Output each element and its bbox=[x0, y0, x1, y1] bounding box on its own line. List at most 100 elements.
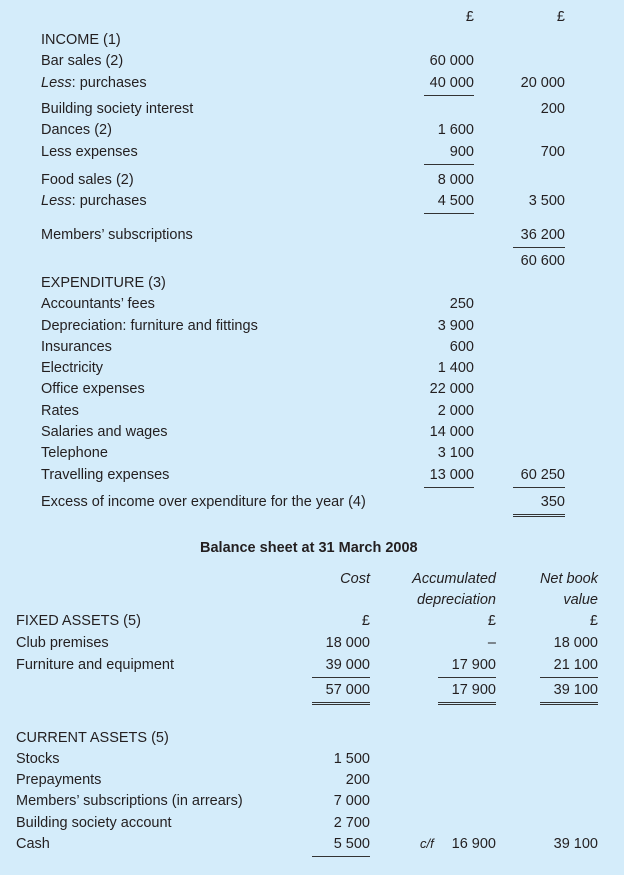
amount: 17 900 bbox=[438, 656, 496, 678]
column-header: value bbox=[563, 592, 598, 608]
amount: £ bbox=[487, 613, 496, 629]
currency-header: £ bbox=[465, 9, 474, 25]
row-label: Dances (2) bbox=[41, 121, 112, 139]
row-label: Electricity bbox=[41, 359, 103, 377]
amount: 900 bbox=[424, 143, 474, 165]
label-text: Electricity bbox=[41, 360, 104, 376]
amount: 40 000 bbox=[424, 74, 474, 96]
label-prefix: Less bbox=[41, 193, 72, 209]
label-text: Building society interest bbox=[41, 101, 194, 117]
label-text: Accountants’ fees bbox=[41, 296, 155, 312]
amount: 13 000 bbox=[424, 466, 474, 488]
label-text: : purchases bbox=[71, 193, 147, 209]
row-label: Bar sales (2) bbox=[41, 52, 123, 70]
row-label: Travelling expenses bbox=[41, 466, 169, 484]
amount: 18 000 bbox=[553, 635, 598, 651]
amount: 18 000 bbox=[325, 635, 370, 651]
row-label: Depreciation: furniture and fittings bbox=[41, 317, 258, 335]
amount: £ bbox=[589, 613, 598, 629]
label-text: Travelling expenses bbox=[41, 467, 170, 483]
label-text: Rates bbox=[41, 403, 79, 419]
row-label: Prepayments bbox=[16, 772, 102, 788]
amount: 21 100 bbox=[540, 656, 598, 678]
column-header: depreciation bbox=[417, 592, 496, 608]
carried-forward-label: c/f bbox=[420, 836, 434, 851]
label-text: INCOME (1) bbox=[41, 32, 121, 48]
row-label: Cash bbox=[16, 836, 50, 852]
amount: 60 250 bbox=[513, 466, 565, 488]
label-text: EXPENDITURE (3) bbox=[41, 275, 166, 291]
amount: 17 900 bbox=[438, 681, 496, 705]
row-label: Insurances bbox=[41, 338, 112, 356]
amount: 600 bbox=[449, 339, 474, 355]
amount: 7 000 bbox=[333, 793, 370, 809]
row-label: Members’ subscriptions (in arrears) bbox=[16, 793, 243, 809]
amount: 4 500 bbox=[424, 192, 474, 214]
row-label: Less: purchases bbox=[41, 74, 147, 92]
amount: 22 000 bbox=[429, 381, 474, 397]
amount: 200 bbox=[345, 772, 370, 788]
row-label: Food sales (2) bbox=[41, 171, 134, 189]
amount: 3 900 bbox=[437, 318, 474, 334]
amount: 3 500 bbox=[528, 193, 565, 209]
row-label: Members’ subscriptions bbox=[41, 226, 193, 244]
row-label: Salaries and wages bbox=[41, 423, 168, 441]
label-text: Food sales (2) bbox=[41, 172, 134, 188]
amount: – bbox=[487, 635, 496, 651]
row-label: CURRENT ASSETS (5) bbox=[16, 730, 169, 746]
label-text: Depreciation: furniture and fittings bbox=[41, 318, 258, 334]
amount: 2 700 bbox=[333, 815, 370, 831]
amount: 8 000 bbox=[437, 172, 474, 188]
label-text: Salaries and wages bbox=[41, 424, 168, 440]
row-label: FIXED ASSETS (5) bbox=[16, 613, 141, 629]
amount: 16 900 bbox=[451, 836, 496, 852]
row-label: Excess of income over expenditure for th… bbox=[41, 493, 366, 511]
amount: 2 000 bbox=[437, 403, 474, 419]
amount: 200 bbox=[540, 101, 565, 117]
amount: 60 600 bbox=[520, 253, 565, 269]
amount: 250 bbox=[449, 296, 474, 312]
amount: 57 000 bbox=[312, 681, 370, 705]
amount: 700 bbox=[540, 144, 565, 160]
row-label: Rates bbox=[41, 402, 79, 420]
label-text: : purchases bbox=[71, 75, 147, 91]
amount: 350 bbox=[513, 493, 565, 517]
amount: 14 000 bbox=[429, 424, 474, 440]
amount: 36 200 bbox=[513, 226, 565, 248]
row-label: Building society interest bbox=[41, 100, 193, 118]
column-header: Cost bbox=[340, 571, 370, 587]
currency-header: £ bbox=[556, 9, 565, 25]
label-text: Dances (2) bbox=[41, 122, 112, 138]
label-prefix: Less bbox=[41, 75, 72, 91]
label-text: Members’ subscriptions bbox=[41, 227, 193, 243]
row-label: Club premises bbox=[16, 635, 109, 651]
row-label: Furniture and equipment bbox=[16, 657, 174, 673]
label-text: Excess of income over expenditure for th… bbox=[41, 494, 366, 510]
amount: 39 100 bbox=[540, 681, 598, 705]
amount: 39 100 bbox=[553, 836, 598, 852]
row-label: INCOME (1) bbox=[41, 31, 121, 49]
label-text: Less expenses bbox=[41, 144, 138, 160]
row-label: Building society account bbox=[16, 815, 172, 831]
label-text: Telephone bbox=[41, 445, 108, 461]
row-label: EXPENDITURE (3) bbox=[41, 274, 166, 292]
amount: 1 500 bbox=[333, 751, 370, 767]
amount: 39 000 bbox=[312, 656, 370, 678]
amount: 3 100 bbox=[437, 445, 474, 461]
row-label: Stocks bbox=[16, 751, 60, 767]
amount: 1 600 bbox=[437, 122, 474, 138]
label-text: Bar sales (2) bbox=[41, 53, 124, 69]
amount: 20 000 bbox=[520, 75, 565, 91]
balance-sheet-title: Balance sheet at 31 March 2008 bbox=[200, 540, 418, 556]
row-label: Less expenses bbox=[41, 143, 138, 161]
amount: 5 500 bbox=[312, 835, 370, 857]
label-text: Office expenses bbox=[41, 381, 145, 397]
column-header: Net book bbox=[539, 571, 598, 587]
row-label: Accountants’ fees bbox=[41, 295, 155, 313]
row-label: Telephone bbox=[41, 444, 108, 462]
amount: £ bbox=[361, 613, 370, 629]
amount: 60 000 bbox=[429, 53, 474, 69]
label-text: Insurances bbox=[41, 339, 112, 355]
amount: 1 400 bbox=[437, 360, 474, 376]
